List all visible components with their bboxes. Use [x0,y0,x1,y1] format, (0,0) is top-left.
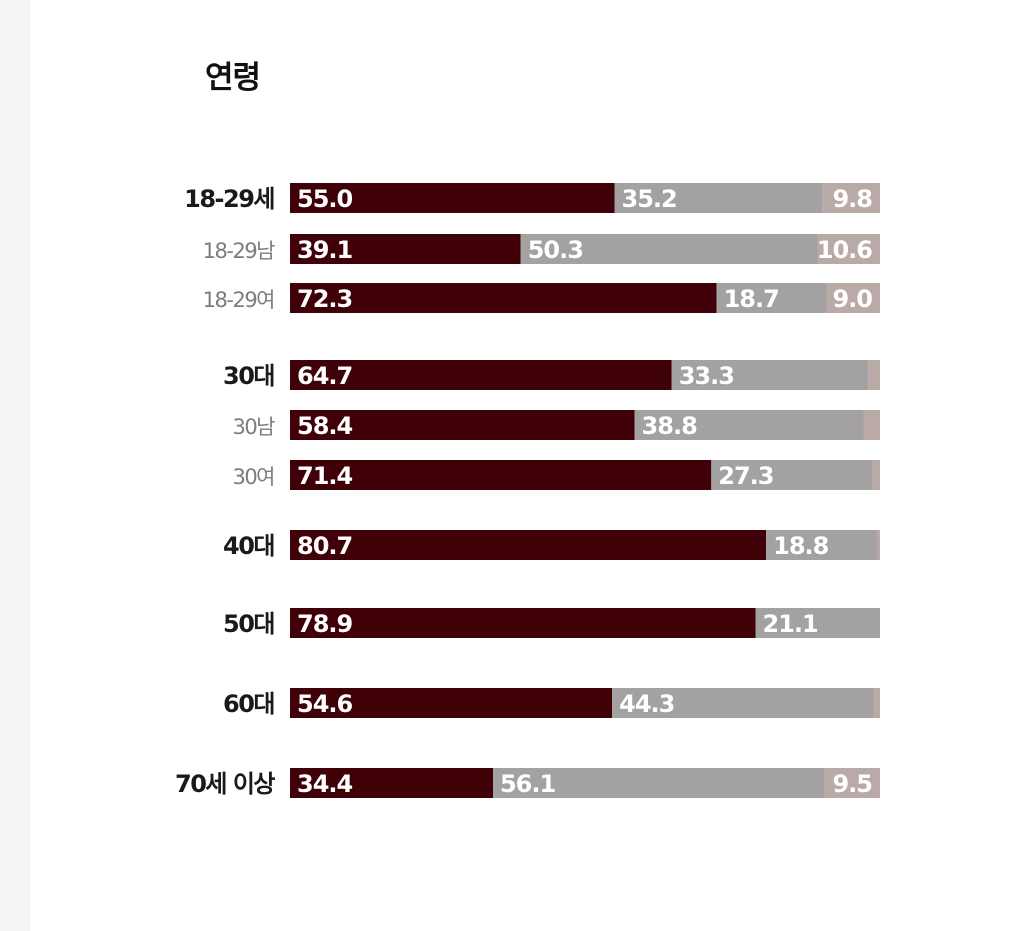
bar-segment-second [493,768,824,798]
data-label: 18.7 [724,285,779,313]
bar-segment-third [872,460,880,490]
data-label: 21.1 [763,610,819,638]
bar-segment-second [711,460,873,490]
bar-segment-first [290,360,672,390]
data-label: 38.8 [642,412,698,440]
bar-segment-third [826,283,880,313]
bar-segment-second [766,530,877,560]
data-label: 78.9 [297,610,353,638]
bar-row: 30여 71.4 27.3 [232,460,880,490]
data-label: 54.6 [297,690,353,718]
data-label: 72.3 [297,285,352,313]
data-label: 50.3 [528,236,583,264]
data-label: 9.5 [832,770,872,798]
bar-segment-first [290,768,493,798]
data-label: 56.1 [500,770,556,798]
row-label: 18-29남 [203,239,276,263]
row-label: 18-29세 [184,185,274,213]
bar-segment-third [863,410,880,440]
bar-row: 18-29여 72.3 18.7 9.0 [203,283,880,313]
data-label: 34.4 [297,770,353,798]
data-label: 80.7 [297,532,352,560]
bar-segment-third [868,360,880,390]
bar-segment-third [873,688,880,718]
bar-segment-third [824,768,880,798]
bar-segment-third [822,183,880,213]
row-label: 40대 [223,532,274,560]
row-label: 50대 [223,610,274,638]
bar-row: 30대 64.7 33.3 [223,360,880,390]
bar-segment-first [290,234,521,264]
row-label: 30남 [232,415,275,439]
bar-segment-second [634,410,864,440]
bar-segment-first [290,688,613,718]
bar-row: 18-29남 39.1 50.3 10.6 [203,234,880,264]
bar-segment-third [877,530,880,560]
row-label: 70세 이상 [175,770,275,798]
bar-segment-second [520,234,818,264]
data-label: 64.7 [297,362,352,390]
data-label: 27.3 [718,462,773,490]
bar-row: 18-29세 55.0 35.2 9.8 [184,183,880,213]
bar-segment-first [290,410,635,440]
data-label: 9.0 [832,285,872,313]
data-label: 39.1 [297,236,353,264]
bar-segment-first [290,183,615,213]
bar-row: 40대 80.7 18.8 [223,530,880,560]
data-label: 55.0 [297,185,353,213]
data-label: 35.2 [622,185,677,213]
bar-segment-second [612,688,874,718]
data-label: 44.3 [619,690,674,718]
bar-segment-third [817,234,880,264]
row-label: 18-29여 [203,288,274,312]
data-label: 58.4 [297,412,353,440]
data-label: 33.3 [679,362,734,390]
bar-segment-first [290,460,712,490]
bar-segment-first [290,530,767,560]
chart-title: 연령 [205,60,261,96]
bar-segment-first [290,608,756,638]
data-label: 9.8 [832,185,872,213]
data-label: 18.8 [773,532,829,560]
data-label: 10.6 [817,236,873,264]
row-label: 30여 [232,465,274,489]
bar-row: 50대 78.9 21.1 [223,608,880,638]
row-label: 30대 [223,362,274,390]
data-label: 71.4 [297,462,353,490]
bar-segment-first [290,283,717,313]
left-margin-strip [0,0,30,931]
bar-segment-second [755,608,880,638]
bar-row: 60대 54.6 44.3 [223,688,880,718]
bar-row: 70세 이상 34.4 56.1 9.5 [175,768,880,798]
bar-segment-second [614,183,823,213]
bar-segment-second [671,360,869,390]
bar-row: 30남 58.4 38.8 [232,410,880,440]
row-label: 60대 [223,690,274,718]
bar-segment-second [716,283,827,313]
